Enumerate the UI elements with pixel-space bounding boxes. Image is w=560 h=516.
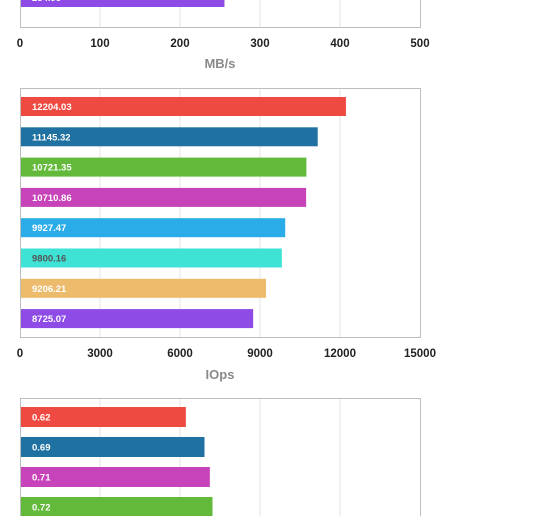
x-tick-label: 200 — [170, 38, 189, 50]
bar-4 — [20, 497, 213, 516]
x-tick-label: 6000 — [167, 348, 193, 360]
x-axis-title: IOps — [206, 367, 235, 382]
x-tick-label: 0 — [17, 38, 23, 50]
x-tick-label: 100 — [90, 38, 109, 50]
chart-2: 12204.03 11145.32 10721.35 10710.86 9927.47 9… — [17, 88, 436, 382]
x-tick-label: 0 — [17, 348, 23, 360]
plot-frame — [20, 398, 421, 516]
x-tick-label: 500 — [410, 38, 429, 50]
x-tick-label: 400 — [330, 38, 349, 50]
bar-value-label: 12204.03 — [32, 102, 72, 113]
bar-5 — [20, 218, 286, 238]
plot-frame — [20, 0, 421, 28]
bar-2 — [20, 437, 205, 457]
bar-7 — [20, 278, 266, 298]
bar-value-label: 0.62 — [32, 413, 51, 424]
chart-3: 0.62 0.69 0.71 0.72 — [20, 398, 421, 516]
x-tick-label: 3000 — [87, 348, 113, 360]
bar-1 — [20, 97, 346, 116]
bar-value-label: 11145.32 — [32, 132, 71, 143]
x-tick-label: 15000 — [404, 348, 436, 360]
x-axis-title: MB/s — [204, 56, 235, 71]
bar-1 — [20, 0, 225, 7]
bar-value-label: 8725.07 — [32, 314, 66, 325]
bar-value-label: 0.71 — [32, 473, 51, 484]
bar-3 — [20, 467, 210, 487]
bar-3 — [20, 157, 307, 177]
bar-2 — [20, 127, 318, 147]
x-tick-label: 12000 — [324, 348, 356, 360]
bar-value-label: 254.95 — [32, 0, 62, 4]
chart-1: 254.95 0 100 200 300 400 500 MB/s — [17, 0, 430, 71]
x-tick-label: 9000 — [247, 348, 273, 360]
bar-value-label: 9206.21 — [32, 284, 67, 295]
bar-8 — [20, 309, 254, 329]
bar-value-label: 10721.35 — [32, 163, 72, 174]
plot-frame — [20, 88, 421, 338]
bar-1 — [20, 407, 186, 427]
bar-value-label: 9927.47 — [32, 223, 66, 234]
bar-4 — [20, 187, 307, 207]
bar-value-label: 9800.16 — [32, 254, 66, 265]
bar-value-label: 0.69 — [32, 443, 51, 454]
bar-value-label: 0.72 — [32, 503, 51, 514]
bar-value-label: 10710.86 — [32, 193, 72, 204]
bar-6 — [20, 248, 282, 268]
x-tick-label: 300 — [250, 38, 269, 50]
